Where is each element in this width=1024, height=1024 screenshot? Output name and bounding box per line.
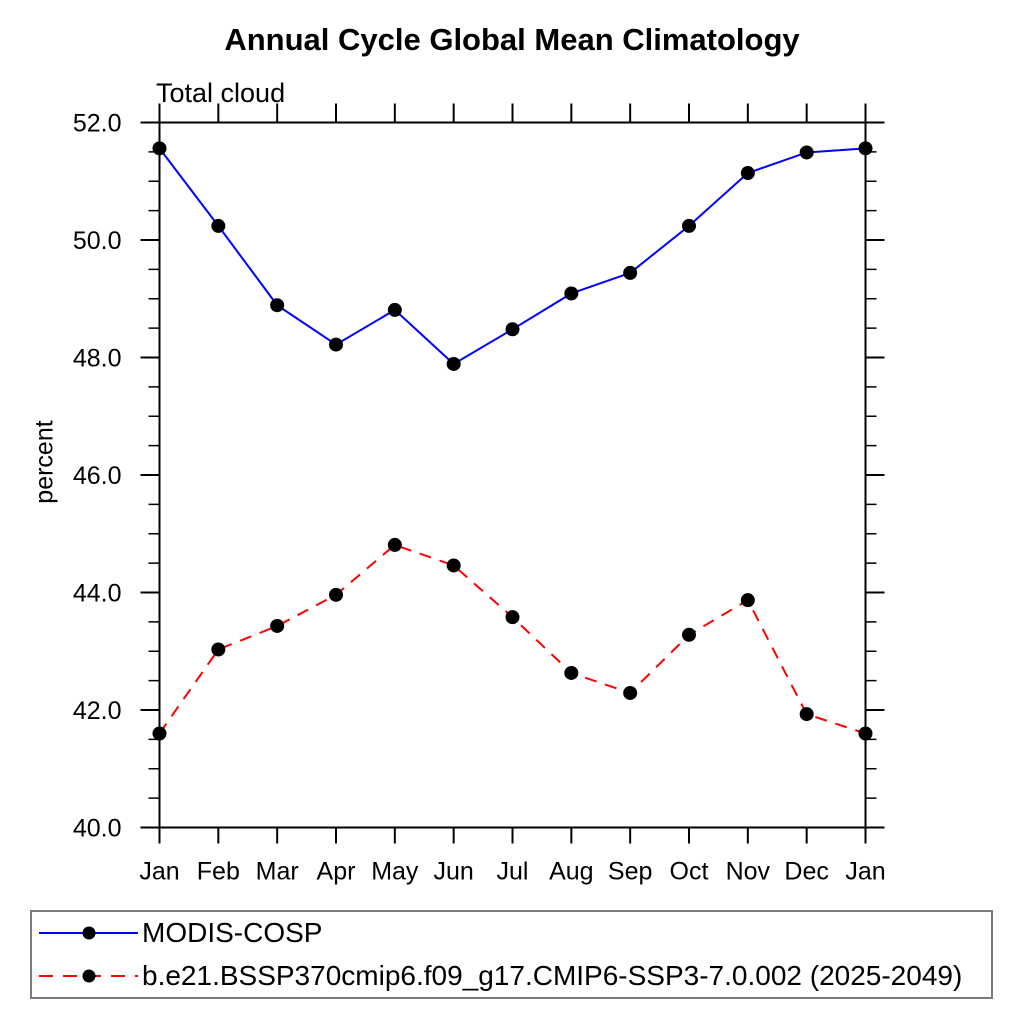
chart-subtitle: Total cloud [156,78,286,108]
data-point [387,302,402,317]
data-point [387,537,402,552]
data-point [682,218,696,233]
x-tick-label: Dec [784,858,828,886]
data-point [152,141,167,156]
data-point [446,558,461,573]
x-tick-label: Mar [256,858,299,886]
legend-item: MODIS-COSP [32,913,991,953]
x-tick-label: Sep [608,858,652,886]
data-point [799,707,814,722]
x-tick-label: Jul [497,858,529,886]
x-tick-labels: Jan Feb Mar Apr May Jun Jul Aug Sep Oct Nov Dec Jan [139,858,885,886]
data-point [858,726,873,741]
data-point [505,322,520,337]
legend-marker-dot [82,969,96,983]
x-tick-label: May [371,858,419,886]
y-tick-label: 42.0 [73,697,122,725]
x-tick-label: Nov [726,858,771,886]
data-point [740,166,755,181]
series-markers-0 [152,141,873,371]
data-point [682,627,696,642]
x-axis-ticks-bottom [158,827,867,844]
chart-title: Annual Cycle Global Mean Climatology [224,22,800,57]
x-tick-label: Feb [197,858,240,886]
y-tick-label: 52.0 [73,110,122,138]
x-tick-label: Jan [139,858,179,886]
data-point [858,141,873,156]
x-tick-label: Jan [845,858,885,886]
data-point [329,337,343,352]
y-tick-label: 40.0 [73,815,122,843]
data-point [799,145,814,160]
data-point [564,286,579,301]
plot-frame [158,121,867,829]
data-point [564,665,579,680]
legend-line-sample-dashed [39,969,138,983]
y-tick-label: 48.0 [73,345,122,373]
y-tick-labels: 40.0 42.0 44.0 46.0 48.0 50.0 52.0 [73,110,122,843]
x-axis-ticks-top [158,103,867,123]
y-tick-label: 50.0 [73,227,122,255]
x-tick-label: Apr [317,858,356,886]
legend-marker-dot [82,926,96,940]
x-tick-label: Jun [434,858,474,886]
data-point [446,356,461,371]
y-tick-label: 46.0 [73,462,122,490]
legend-item: b.e21.BSSP370cmip6.f09_g17.CMIP6-SSP3-7.… [32,956,991,996]
y-axis-ticks-left [140,121,160,829]
legend-label: b.e21.BSSP370cmip6.f09_g17.CMIP6-SSP3-7.… [142,960,963,991]
data-point [623,265,638,280]
data-point [211,642,226,657]
data-point [623,685,638,700]
data-point [270,618,285,633]
x-tick-label: Aug [549,858,593,886]
y-tick-label: 44.0 [73,580,122,608]
legend-line-sample-solid [39,926,138,940]
y-axis-ticks-right [865,121,885,829]
data-point [270,298,285,313]
data-point [740,593,755,608]
data-point [211,218,226,233]
data-point [152,726,167,741]
legend-label: MODIS-COSP [142,917,323,948]
data-point [505,610,520,625]
series-line-1 [158,543,866,735]
series-markers-1 [152,537,873,741]
legend: MODIS-COSP b.e21.BSSP370cmip6.f09_g17.CM… [30,910,993,999]
data-point [329,587,343,602]
x-tick-label: Oct [670,858,709,886]
